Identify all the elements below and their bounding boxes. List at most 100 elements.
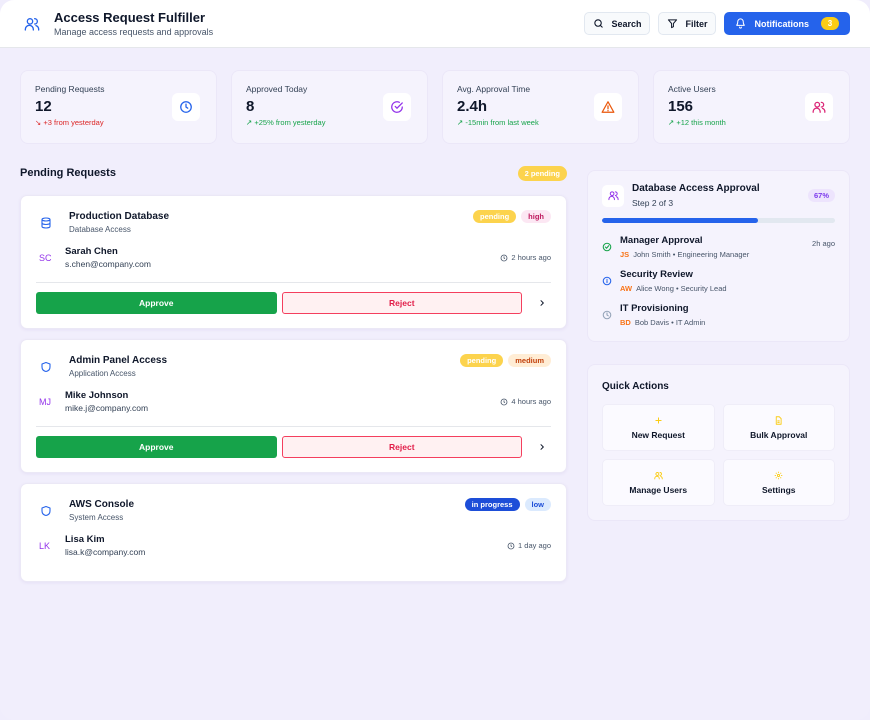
notifications-count-badge: 3 [821, 17, 839, 30]
plus-icon [655, 416, 662, 424]
step-person: John Smith • Engineering Manager [633, 250, 750, 259]
pending-count-badge: 2 pending [517, 165, 567, 181]
bulk-approval-button[interactable]: Bulk Approval [722, 404, 835, 451]
request-type: Database Access [69, 225, 131, 234]
avatar: MJ [39, 396, 51, 407]
users-icon [812, 101, 826, 113]
step-name: Security Review [620, 269, 693, 280]
stat-trend: ↗ +25% from yesterday [246, 118, 326, 127]
users-icon [607, 191, 619, 201]
workflow-step-item: IT Provisioning BD Bob Davis • IT Admin [602, 303, 835, 327]
stat-label: Approved Today [246, 84, 308, 94]
details-button[interactable] [533, 436, 551, 458]
check-circle-icon [602, 242, 612, 252]
request-card[interactable]: Admin Panel Access Application Access pe… [20, 339, 567, 473]
warning-icon [601, 101, 615, 113]
new-request-button[interactable]: New Request [602, 404, 715, 451]
users-icon [654, 471, 663, 479]
notifications-button[interactable]: Notifications 3 [724, 12, 850, 35]
chevron-right-icon [540, 444, 544, 450]
step-person: Alice Wong • Security Lead [636, 284, 727, 293]
stat-card-approved: Approved Today 8 ↗ +25% from yesterday [231, 70, 428, 144]
filter-button[interactable]: Filter [658, 12, 717, 35]
requester-name: Sarah Chen [65, 246, 118, 257]
stat-value: 2.4h [457, 98, 488, 115]
workflow-percent-badge: 67% [807, 189, 835, 202]
request-time: 4 hours ago [500, 397, 551, 406]
check-circle-icon [391, 101, 403, 113]
priority-badge: high [521, 210, 551, 223]
request-title: Admin Panel Access [69, 355, 168, 366]
workflow-step-item: Manager Approval JS John Smith • Engineer… [602, 235, 835, 259]
avatar: SC [39, 252, 52, 263]
search-button[interactable]: Search [584, 12, 651, 35]
app-title: Access Request Fulfiller [54, 9, 205, 25]
stat-trend: ↘ +3 from yesterday [35, 118, 104, 127]
avatar: LK [39, 540, 51, 551]
info-icon [602, 276, 612, 286]
request-title: AWS Console [69, 499, 135, 510]
step-time: 2h ago [812, 239, 835, 248]
quick-actions-title: Quick Actions [602, 381, 669, 392]
priority-badge: medium [508, 354, 551, 367]
pending-requests-section: Pending Requests 2 pending Production Da… [20, 164, 567, 592]
filter-label: Filter [685, 18, 708, 29]
stat-trend: ↗ -15min from last week [457, 118, 539, 127]
request-type: System Access [69, 513, 124, 522]
details-button[interactable] [533, 292, 551, 314]
approve-button[interactable]: Approve [36, 292, 277, 314]
requester-email: mike.j@company.com [65, 403, 149, 413]
filter-icon [668, 19, 678, 29]
search-label: Search [611, 18, 642, 29]
request-time: 1 day ago [507, 541, 551, 550]
settings-button[interactable]: Settings [722, 459, 835, 506]
app-subtitle: Manage access requests and approvals [54, 26, 214, 37]
divider [36, 426, 551, 427]
approve-button[interactable]: Approve [36, 436, 277, 458]
request-card[interactable]: AWS Console System Access in progress lo… [20, 483, 567, 582]
requester-name: Mike Johnson [65, 390, 129, 401]
database-icon [41, 217, 51, 229]
brand: Access Request Fulfiller Manage access r… [24, 10, 213, 38]
header: Access Request Fulfiller Manage access r… [0, 0, 870, 48]
reject-button[interactable]: Reject [281, 292, 523, 314]
step-name: Manager Approval [620, 235, 703, 246]
step-name: IT Provisioning [620, 303, 689, 314]
shield-icon [41, 361, 51, 373]
stat-card-pending: Pending Requests 12 ↘ +3 from yesterday [20, 70, 217, 144]
reject-button[interactable]: Reject [281, 436, 523, 458]
workflow-step-item: Security Review AW Alice Wong • Security … [602, 269, 835, 293]
stat-trend: ↗ +12 this month [668, 118, 726, 127]
clock-icon [507, 542, 515, 549]
file-icon [776, 415, 782, 425]
step-initials: AW [620, 284, 633, 293]
stat-label: Active Users [668, 84, 716, 94]
workflow-title: Database Access Approval [632, 183, 760, 194]
manage-users-button[interactable]: Manage Users [602, 459, 715, 506]
stat-value: 12 [35, 98, 52, 115]
notifications-label: Notifications [754, 18, 809, 29]
status-badge: pending [460, 354, 504, 367]
step-person: Bob Davis • IT Admin [634, 318, 706, 327]
workflow-progress-bar [602, 218, 835, 223]
status-badge: pending [473, 210, 517, 223]
request-card[interactable]: Production Database Database Access pend… [20, 195, 567, 329]
priority-badge: low [524, 498, 551, 511]
stat-value: 8 [246, 98, 255, 115]
shield-icon [41, 505, 51, 517]
workflow-step: Step 2 of 3 [632, 198, 674, 208]
step-initials: BD [620, 318, 631, 327]
stats-row: Pending Requests 12 ↘ +3 from yesterday … [20, 70, 850, 144]
clock-icon [602, 310, 612, 320]
stat-label: Pending Requests [35, 84, 105, 94]
stat-card-active-users: Active Users 156 ↗ +12 this month [653, 70, 850, 144]
gear-icon [775, 471, 783, 479]
stat-value: 156 [668, 98, 694, 115]
status-badge: in progress [464, 498, 520, 511]
request-type: Application Access [69, 369, 136, 378]
step-initials: JS [620, 250, 630, 259]
right-column: Database Access Approval Step 2 of 3 67%… [587, 170, 850, 521]
users-icon [24, 17, 40, 31]
requester-email: lisa.k@company.com [65, 547, 146, 557]
